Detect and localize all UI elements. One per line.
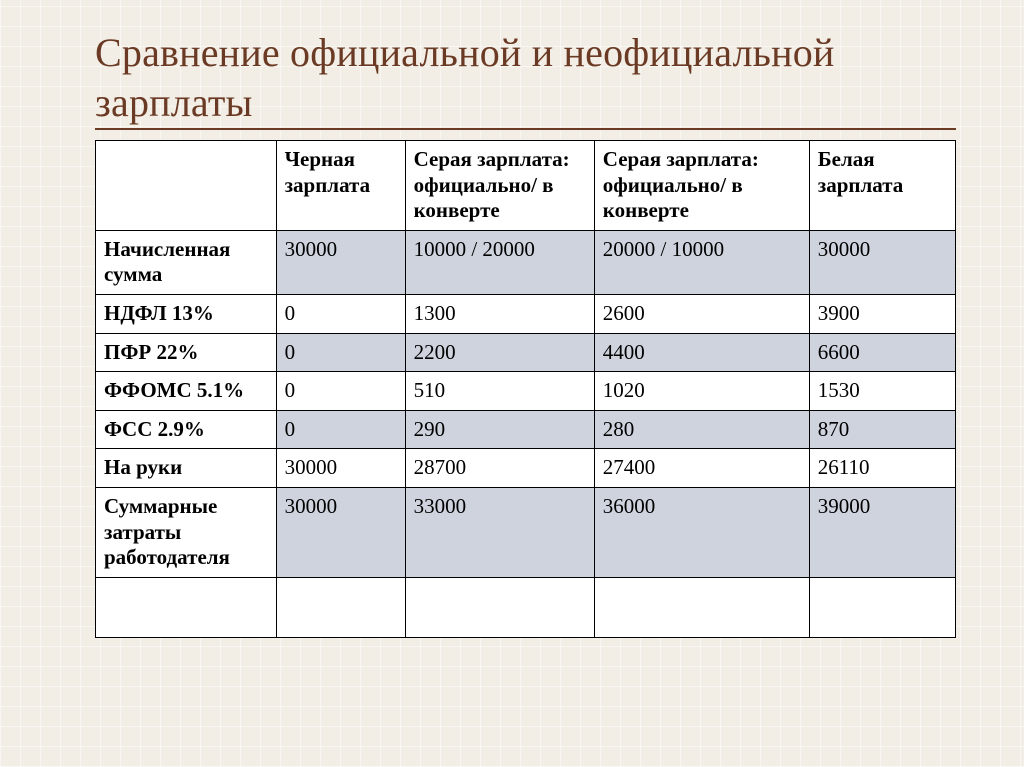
table-cell: 290 <box>405 410 594 449</box>
table-cell: 0 <box>276 295 405 334</box>
table-cell: 33000 <box>405 488 594 578</box>
table-cell: 30000 <box>276 488 405 578</box>
row-label: НДФЛ 13% <box>96 295 277 334</box>
table-row: НДФЛ 13%0130026003900 <box>96 295 956 334</box>
table-cell: 870 <box>809 410 955 449</box>
table-cell: 39000 <box>809 488 955 578</box>
table-row: ФСС 2.9%0290280870 <box>96 410 956 449</box>
table-cell: 30000 <box>809 230 955 294</box>
row-label: ФСС 2.9% <box>96 410 277 449</box>
col-header-grey2: Серая зарплата: официально/ в конверте <box>594 141 809 231</box>
table-cell: 36000 <box>594 488 809 578</box>
table-cell: 28700 <box>405 449 594 488</box>
table-cell <box>809 577 955 637</box>
table-row: Начисленная сумма3000010000 / 2000020000… <box>96 230 956 294</box>
table-row: На руки30000287002740026110 <box>96 449 956 488</box>
table-cell: 1020 <box>594 372 809 411</box>
col-header-empty <box>96 141 277 231</box>
table-cell: 510 <box>405 372 594 411</box>
table-cell: 0 <box>276 410 405 449</box>
page-title: Сравнение официальной и неофициальной за… <box>95 28 956 130</box>
table-cell: 0 <box>276 372 405 411</box>
col-header-black: Черная зарплата <box>276 141 405 231</box>
table-cell: 20000 / 10000 <box>594 230 809 294</box>
table-cell: 280 <box>594 410 809 449</box>
table-cell: 30000 <box>276 449 405 488</box>
row-label: Суммарные затраты работодателя <box>96 488 277 578</box>
table-cell <box>276 577 405 637</box>
table-cell: 26110 <box>809 449 955 488</box>
table-row-empty <box>96 577 956 637</box>
table-cell: 6600 <box>809 333 955 372</box>
col-header-white: Белая зарплата <box>809 141 955 231</box>
salary-comparison-table: Черная зарплата Серая зарплата: официаль… <box>95 140 956 638</box>
table-header-row: Черная зарплата Серая зарплата: официаль… <box>96 141 956 231</box>
table-row: Суммарные затраты работодателя3000033000… <box>96 488 956 578</box>
table-cell: 27400 <box>594 449 809 488</box>
table-cell: 10000 / 20000 <box>405 230 594 294</box>
row-label: ПФР 22% <box>96 333 277 372</box>
table-cell <box>594 577 809 637</box>
table-row: ПФР 22%0220044006600 <box>96 333 956 372</box>
row-label: ФФОМС 5.1% <box>96 372 277 411</box>
table-cell: 2600 <box>594 295 809 334</box>
table-cell: 0 <box>276 333 405 372</box>
table-cell: 4400 <box>594 333 809 372</box>
table-cell: 30000 <box>276 230 405 294</box>
table-cell: 2200 <box>405 333 594 372</box>
table-cell <box>405 577 594 637</box>
table-cell: 1300 <box>405 295 594 334</box>
row-label: Начисленная сумма <box>96 230 277 294</box>
row-label-empty <box>96 577 277 637</box>
row-label: На руки <box>96 449 277 488</box>
table-row: ФФОМС 5.1%051010201530 <box>96 372 956 411</box>
table-cell: 1530 <box>809 372 955 411</box>
table-cell: 3900 <box>809 295 955 334</box>
col-header-grey1: Серая зарплата: официально/ в конверте <box>405 141 594 231</box>
